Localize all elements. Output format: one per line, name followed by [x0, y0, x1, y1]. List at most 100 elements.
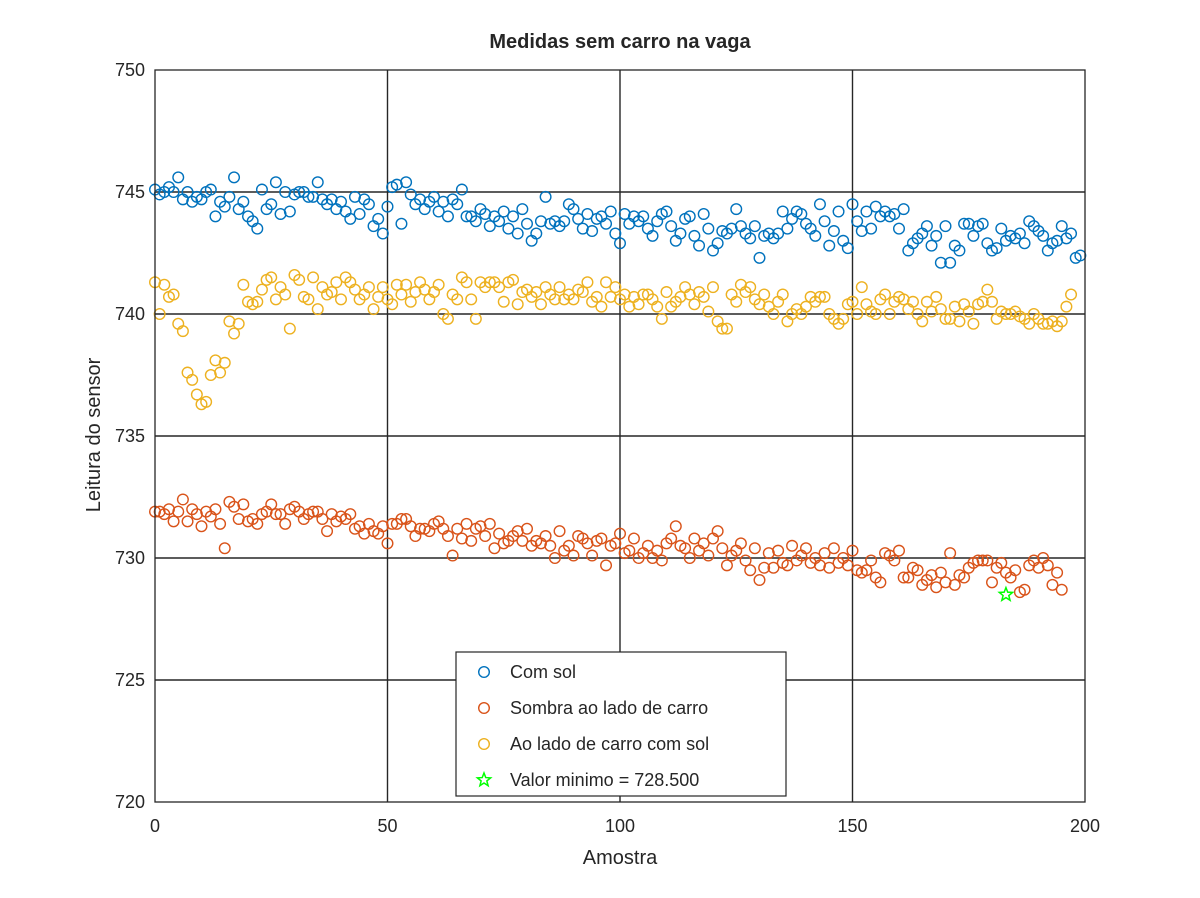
data-point-s2 — [753, 573, 766, 586]
data-point-s3 — [307, 271, 320, 284]
data-point-s3 — [218, 356, 231, 369]
data-point-s1 — [1013, 227, 1026, 240]
data-point-s3 — [190, 388, 203, 401]
data-point-s1 — [586, 225, 599, 238]
data-point-s2 — [176, 493, 189, 506]
data-point-s1 — [455, 183, 468, 196]
data-point-s2 — [237, 498, 250, 511]
data-point-s1 — [223, 190, 236, 203]
data-point-s2 — [669, 520, 682, 533]
data-point-s3 — [744, 281, 757, 294]
data-point-s3 — [390, 278, 403, 291]
data-point-s3 — [637, 288, 650, 301]
data-point-s2 — [209, 503, 222, 516]
data-point-s2 — [516, 534, 529, 547]
data-point-s3 — [325, 286, 338, 299]
data-point-s3 — [441, 312, 454, 325]
data-point-s3 — [1060, 300, 1073, 313]
data-point-s3 — [283, 322, 296, 335]
legend-label: Ao lado de carro com sol — [510, 734, 709, 754]
data-point-s2 — [493, 527, 506, 540]
data-point-s2 — [465, 534, 478, 547]
data-point-s1 — [1065, 227, 1078, 240]
data-point-s1 — [744, 232, 757, 245]
data-point-s3 — [1055, 315, 1068, 328]
data-point-s2 — [688, 532, 701, 545]
data-point-s3 — [176, 325, 189, 338]
legend-marker — [478, 702, 491, 715]
data-point-s2 — [930, 581, 943, 594]
data-point-s3 — [609, 281, 622, 294]
data-point-s3 — [507, 273, 520, 286]
data-point-s2 — [344, 508, 357, 521]
data-point-s1 — [795, 207, 808, 220]
data-point-s1 — [181, 185, 194, 198]
data-point-s1 — [604, 205, 617, 218]
data-point-s3 — [432, 278, 445, 291]
data-point-s2 — [451, 522, 464, 535]
data-point-s1 — [637, 210, 650, 223]
data-point-s3 — [469, 312, 482, 325]
data-point-s3 — [228, 327, 241, 340]
data-point-s2 — [548, 552, 561, 565]
data-point-s3 — [465, 293, 478, 306]
data-point-s2 — [860, 564, 873, 577]
data-point-s3 — [934, 303, 947, 316]
data-point-s1 — [711, 237, 724, 250]
data-point-s2 — [627, 532, 640, 545]
data-point-s3 — [730, 295, 743, 308]
data-point-s1 — [172, 171, 185, 184]
data-point-s3 — [632, 298, 645, 311]
data-point-s3 — [348, 283, 361, 296]
data-point-s1 — [846, 198, 859, 211]
data-point-s2 — [767, 561, 780, 574]
data-point-s1 — [851, 215, 864, 228]
x-axis-label: Amostra — [583, 847, 658, 869]
data-point-s2 — [665, 532, 678, 545]
data-point-s1 — [683, 210, 696, 223]
data-point-s3 — [716, 322, 729, 335]
data-point-s3 — [707, 281, 720, 294]
data-point-s2 — [902, 571, 915, 584]
data-point-s1 — [827, 225, 840, 238]
data-point-s3 — [800, 300, 813, 313]
data-point-s1 — [772, 227, 785, 240]
data-point-s1 — [1055, 220, 1068, 233]
data-point-s2 — [911, 564, 924, 577]
data-point-s1 — [753, 251, 766, 264]
data-point-s2 — [823, 561, 836, 574]
data-point-s2 — [888, 554, 901, 567]
data-point-s1 — [813, 198, 826, 211]
data-point-s2 — [269, 508, 282, 521]
data-point-s1 — [660, 205, 673, 218]
data-point-s2 — [1041, 559, 1054, 572]
data-point-s1 — [934, 256, 947, 269]
y-tick-label: 735 — [115, 426, 145, 446]
data-point-s3 — [600, 276, 613, 289]
data-point-s2 — [944, 547, 957, 560]
data-point-s1 — [265, 198, 278, 211]
y-tick-label: 725 — [115, 670, 145, 690]
data-point-s1 — [958, 217, 971, 230]
data-point-s1 — [167, 185, 180, 198]
data-point-s1 — [362, 198, 375, 211]
data-point-s2 — [827, 542, 840, 555]
y-tick-label: 745 — [115, 182, 145, 202]
data-point-s1 — [976, 217, 989, 230]
data-point-s2 — [321, 525, 334, 538]
data-point-s1 — [674, 227, 687, 240]
data-point-s3 — [920, 295, 933, 308]
data-point-s3 — [567, 293, 580, 306]
data-point-s2 — [265, 498, 278, 511]
data-point-s2 — [521, 522, 534, 535]
data-point-s1 — [930, 229, 943, 242]
data-point-s3 — [279, 288, 292, 301]
y-tick-label: 720 — [115, 792, 145, 812]
data-point-s2 — [772, 544, 785, 557]
data-point-s1 — [730, 203, 743, 216]
legend-label: Com sol — [510, 662, 576, 682]
legend-label: Sombra ao lado de carro — [510, 698, 708, 718]
data-point-s1 — [693, 239, 706, 252]
data-point-s1 — [609, 227, 622, 240]
data-point-s2 — [279, 517, 292, 530]
